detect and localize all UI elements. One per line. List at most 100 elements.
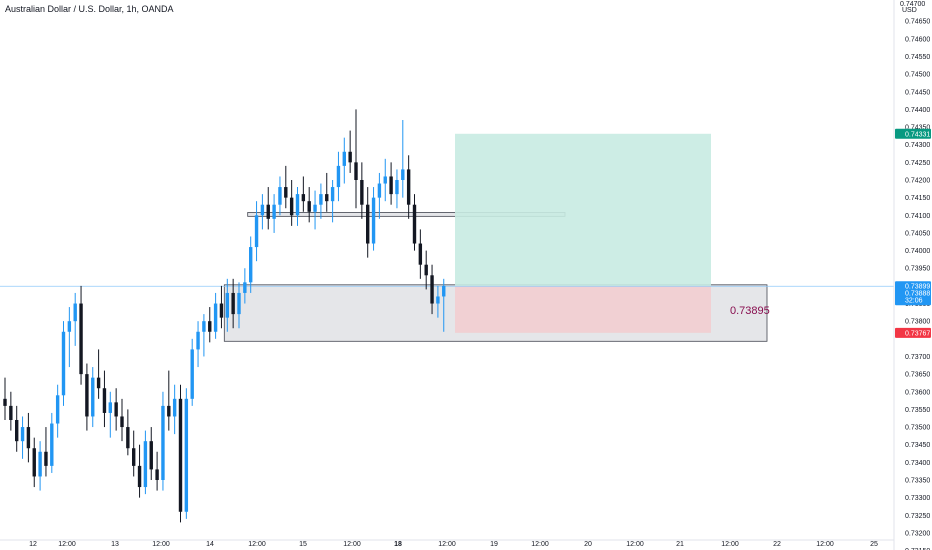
candle-body: [102, 388, 107, 413]
candle: [196, 321, 200, 368]
candle-body: [137, 465, 142, 488]
candle: [149, 427, 153, 480]
y-tick-label: 0.73350: [905, 478, 930, 485]
y-tick-label: 0.74650: [905, 19, 930, 26]
currency-label: USD: [902, 7, 917, 14]
y-tick-label: 0.74450: [905, 89, 930, 96]
candle: [272, 194, 276, 233]
candle: [389, 162, 393, 205]
candle: [137, 444, 142, 498]
candle: [354, 109, 358, 209]
candle-body: [436, 296, 440, 304]
candle-body: [430, 275, 434, 304]
x-tick-label: 12:00: [343, 541, 361, 548]
candle-body: [120, 416, 124, 428]
candle: [406, 155, 411, 219]
candle: [208, 307, 212, 343]
candle-body: [85, 374, 89, 417]
candle: [44, 427, 48, 477]
candle-body: [284, 187, 288, 198]
y-tick-label: 0.73600: [905, 389, 930, 396]
candle: [313, 190, 317, 230]
candle: [278, 176, 282, 216]
candle-body: [172, 398, 177, 417]
candle-body: [307, 201, 311, 212]
candle: [319, 183, 323, 219]
candle: [260, 194, 265, 230]
candle-body: [395, 180, 399, 195]
candle: [172, 384, 177, 435]
candle: [383, 158, 387, 202]
candle: [289, 180, 294, 226]
candle-body: [301, 194, 306, 202]
candle-body: [237, 292, 241, 315]
x-tick-label: 13: [111, 541, 119, 548]
y-tick-label: 0.74400: [905, 107, 930, 114]
candle: [360, 162, 364, 219]
candle: [3, 377, 7, 420]
candle: [237, 282, 241, 329]
candle: [330, 180, 335, 223]
candle: [325, 172, 329, 212]
time-axis[interactable]: 12 12:00 13 12:00 14 12:00 15 12:00 18 12:00 19 12:…: [0, 539, 894, 548]
candle-body: [254, 215, 259, 248]
candle-body: [366, 204, 370, 244]
candle: [342, 137, 346, 184]
y-tick-label: 0.73500: [905, 425, 930, 432]
candle-body: [178, 398, 183, 512]
y-tick-label: 0.74300: [905, 142, 930, 149]
candle: [102, 370, 107, 428]
candle-body: [55, 395, 60, 424]
candle-body: [32, 448, 36, 477]
candle: [67, 307, 72, 368]
candle: [401, 120, 405, 198]
y-tick-label: 0.74500: [905, 72, 930, 79]
candle-body: [424, 264, 428, 276]
candle-body: [231, 292, 235, 315]
candle-body: [319, 194, 323, 205]
candle: [96, 349, 101, 399]
candle: [85, 363, 89, 431]
candle: [161, 391, 165, 491]
y-tick-label: 0.74050: [905, 230, 930, 237]
x-tick-label: 21: [676, 541, 684, 548]
candle-body: [219, 303, 224, 318]
candle: [155, 451, 159, 491]
candle-body: [67, 321, 72, 332]
candle-body: [208, 321, 212, 332]
candle: [371, 187, 376, 251]
candle: [213, 292, 218, 339]
candle: [249, 236, 253, 293]
candle: [295, 187, 300, 226]
candle-body: [149, 441, 153, 470]
candle-body: [354, 162, 358, 180]
candle-body: [377, 183, 382, 198]
candle-body: [15, 420, 19, 442]
candle-body: [26, 427, 31, 449]
price-axis-top-label: 0.74700: [900, 1, 925, 8]
candle: [430, 264, 434, 315]
target-price-text: 0.74331: [905, 131, 930, 138]
candle-body: [202, 321, 206, 332]
current-price-tag: [895, 281, 931, 306]
candle-body: [126, 427, 130, 449]
candles-layer: [3, 109, 446, 523]
candle-body: [330, 187, 335, 202]
y-tick-label: 0.74200: [905, 178, 930, 185]
candle: [126, 409, 130, 456]
candle-body: [412, 204, 417, 244]
candle-body: [389, 176, 393, 195]
candle-body: [442, 285, 446, 297]
candle: [366, 187, 370, 258]
candle-body: [249, 247, 253, 283]
candle-body: [418, 243, 423, 265]
candle-body: [79, 303, 83, 375]
x-tick-label: 25: [870, 541, 878, 548]
candle-body: [143, 441, 148, 488]
candle-body: [38, 451, 42, 477]
candle: [73, 292, 77, 346]
candle-body: [114, 402, 118, 417]
target-zone: [455, 133, 711, 287]
